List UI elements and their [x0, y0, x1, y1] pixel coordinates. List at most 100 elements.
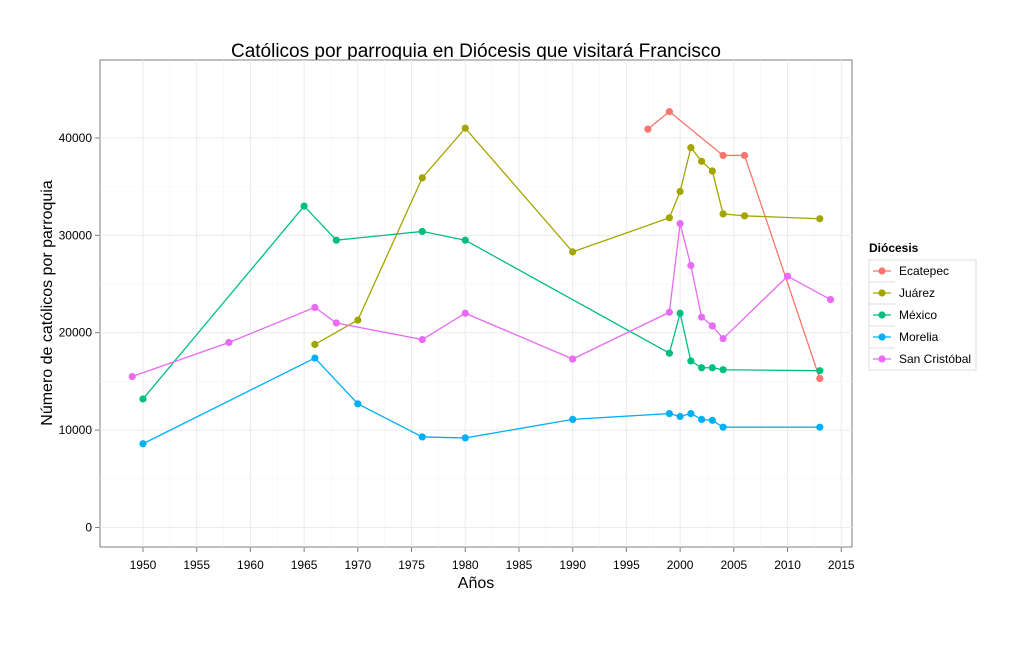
- data-point-ju-rez: [461, 124, 469, 132]
- series-san-crist-bal: [128, 220, 835, 381]
- data-point-san-crist-bal: [698, 313, 706, 321]
- data-point-m-xico: [461, 236, 469, 244]
- data-point-ju-rez: [719, 210, 727, 218]
- data-point-san-crist-bal: [708, 322, 716, 330]
- series-ju-rez: [311, 124, 824, 349]
- data-point-ju-rez: [418, 174, 426, 182]
- plot-area: [99, 59, 853, 548]
- grid: [100, 60, 852, 547]
- data-point-san-crist-bal: [225, 338, 233, 347]
- x-tick-label: 1950: [130, 558, 157, 572]
- data-point-m-xico: [300, 202, 308, 210]
- data-point-ju-rez: [311, 340, 319, 349]
- series-m-xico: [139, 202, 824, 403]
- x-tick-label: 1995: [613, 558, 640, 572]
- data-point-san-crist-bal: [783, 272, 792, 280]
- legend-label-san-crist-bal: San Cristóbal: [899, 352, 971, 366]
- legend-key-point-san-crist-bal: [878, 355, 886, 363]
- data-point-morelia: [139, 440, 147, 448]
- x-axis-title: Años: [458, 575, 494, 592]
- series-layer: [128, 108, 835, 448]
- data-point-ju-rez: [740, 212, 749, 220]
- data-point-san-crist-bal: [311, 303, 319, 311]
- series-ecatepec: [644, 108, 824, 383]
- x-tick-label: 1965: [291, 558, 318, 572]
- y-tick-label: 40000: [59, 131, 93, 145]
- legend-title: Diócesis: [869, 241, 919, 255]
- data-point-morelia: [816, 423, 824, 431]
- data-point-ju-rez: [816, 215, 824, 223]
- data-point-ecatepec: [719, 151, 727, 160]
- data-point-m-xico: [687, 357, 695, 365]
- data-point-ecatepec: [644, 125, 652, 133]
- data-point-m-xico: [816, 367, 824, 375]
- x-tick-label: 2005: [720, 558, 747, 572]
- data-point-san-crist-bal: [418, 335, 426, 344]
- data-point-san-crist-bal: [128, 372, 136, 381]
- data-point-ju-rez: [698, 157, 706, 165]
- data-point-morelia: [708, 416, 716, 424]
- y-tick-label: 0: [85, 521, 92, 535]
- data-point-ju-rez: [708, 167, 716, 175]
- data-point-morelia: [569, 415, 577, 424]
- chart-title: Católicos por parroquia en Diócesis que …: [231, 41, 721, 62]
- data-point-san-crist-bal: [665, 308, 673, 316]
- data-point-morelia: [698, 415, 706, 424]
- data-point-m-xico: [719, 366, 727, 374]
- y-axis-title: Número de católicos por parroquia: [39, 180, 56, 426]
- data-point-ecatepec: [740, 151, 749, 160]
- data-point-ju-rez: [687, 144, 695, 152]
- y-axis: 0 10000 20000 30000 40000: [59, 131, 100, 535]
- data-point-ecatepec: [665, 108, 673, 116]
- x-tick-label: 1985: [506, 558, 533, 572]
- legend-label-ju-rez: Juárez: [899, 286, 935, 300]
- x-tick-label: 1975: [398, 558, 425, 572]
- x-tick-label: 1955: [183, 558, 210, 572]
- data-point-morelia: [665, 409, 673, 418]
- data-point-morelia: [687, 409, 695, 418]
- data-point-morelia: [418, 433, 426, 441]
- data-point-m-xico: [708, 364, 716, 372]
- x-tick-label: 1960: [237, 558, 264, 572]
- data-point-san-crist-bal: [676, 220, 684, 228]
- x-tick-label: 1970: [344, 558, 371, 572]
- x-tick-label: 1980: [452, 558, 479, 572]
- data-point-ju-rez: [676, 187, 684, 196]
- x-tick-label: 2000: [667, 558, 694, 572]
- data-point-ecatepec: [816, 374, 824, 383]
- data-point-morelia: [676, 412, 684, 421]
- data-point-san-crist-bal: [826, 296, 835, 304]
- data-point-san-crist-bal: [719, 334, 727, 343]
- legend-label-ecatepec: Ecatepec: [899, 264, 949, 278]
- data-point-m-xico: [139, 395, 147, 403]
- data-point-san-crist-bal: [461, 309, 469, 317]
- legend-key-point-ecatepec: [878, 267, 886, 275]
- x-tick-label: 2010: [774, 558, 801, 572]
- data-point-morelia: [719, 423, 727, 431]
- series-morelia: [139, 354, 824, 448]
- data-point-morelia: [354, 400, 362, 408]
- x-tick-label: 1990: [559, 558, 586, 572]
- data-point-ju-rez: [354, 316, 362, 324]
- legend: Diócesis Ecatepec Juárez México Morelia San …: [868, 241, 977, 371]
- data-point-ju-rez: [665, 214, 673, 222]
- legend-label-morelia: Morelia: [899, 330, 939, 344]
- data-point-san-crist-bal: [687, 261, 695, 270]
- y-tick-label: 20000: [59, 326, 93, 340]
- data-point-san-crist-bal: [332, 319, 340, 327]
- legend-key-point-morelia: [878, 333, 886, 341]
- data-point-m-xico: [676, 309, 684, 317]
- y-tick-label: 30000: [59, 228, 93, 242]
- x-tick-label: 2015: [828, 558, 855, 572]
- data-point-san-crist-bal: [569, 355, 577, 363]
- data-point-morelia: [311, 354, 319, 362]
- data-point-ju-rez: [569, 248, 577, 256]
- data-point-m-xico: [418, 227, 426, 236]
- legend-key-point-m-xico: [878, 311, 886, 319]
- y-tick-label: 10000: [59, 423, 93, 437]
- data-point-m-xico: [665, 349, 673, 357]
- x-axis: 1950 1955 1960 1965 1970 1975 1980 1985 1990 1995…: [130, 547, 855, 572]
- legend-label-m-xico: México: [899, 308, 937, 322]
- legend-key-point-ju-rez: [878, 289, 886, 297]
